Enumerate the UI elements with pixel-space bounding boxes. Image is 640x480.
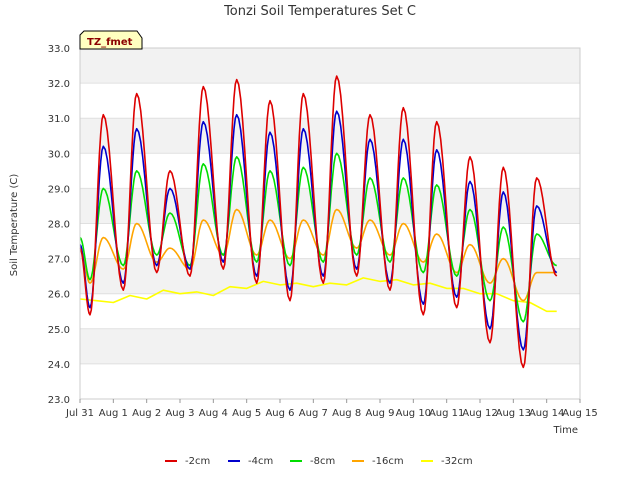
- x-tick-label: Aug 9: [365, 408, 394, 419]
- x-tick-label: Aug 8: [332, 408, 361, 419]
- y-tick-label: 24.0: [48, 360, 70, 371]
- y-tick-label: 28.0: [48, 220, 70, 231]
- x-tick-label: Aug 15: [562, 408, 597, 419]
- grid-band: [80, 48, 580, 84]
- y-tick-label: 29.0: [48, 184, 70, 195]
- y-tick-label: 33.0: [48, 44, 70, 55]
- x-tick-label: Aug 4: [199, 408, 228, 419]
- x-tick-label: Aug 7: [299, 408, 328, 419]
- legend-label: -32cm: [441, 456, 473, 467]
- x-tick-label: Aug 1: [99, 408, 128, 419]
- legend-item: -8cm: [290, 456, 335, 467]
- x-tick-label: Aug 3: [165, 408, 194, 419]
- y-axis-ticks: 23.0 24.0 25.0 26.0 27.0 28.0 29.0 30.0 31.0 32.0…: [48, 44, 70, 406]
- x-tick-label: Aug 5: [232, 408, 261, 419]
- legend-item: -16cm: [352, 456, 404, 467]
- y-tick-label: 27.0: [48, 255, 70, 266]
- x-axis-label: Time: [553, 425, 578, 436]
- y-tick-label: 25.0: [48, 325, 70, 336]
- chart-title: Tonzi Soil Temperatures Set C: [223, 4, 416, 19]
- legend-item: -2cm: [165, 456, 210, 467]
- y-tick-label: 23.0: [48, 395, 70, 406]
- y-axis-label: Soil Temperature (C): [9, 174, 20, 277]
- x-tick-label: Aug 12: [462, 408, 497, 419]
- y-tick-label: 31.0: [48, 114, 70, 125]
- x-tick-label: Jul 31: [65, 408, 94, 419]
- badge-label: TZ_fmet: [87, 37, 133, 48]
- x-tick-label: Aug 13: [496, 408, 531, 419]
- y-tick-label: 26.0: [48, 290, 70, 301]
- legend: -2cm -4cm -8cm -16cm -32cm: [165, 456, 473, 467]
- y-tick-label: 30.0: [48, 149, 70, 160]
- x-tick-label: Aug 10: [396, 408, 431, 419]
- series-line-2cmcm: [79, 75, 558, 369]
- series-layer: [79, 75, 558, 369]
- plot-frame: [79, 47, 581, 400]
- series-line-8cmcm: [79, 152, 557, 323]
- y-tick-label: 32.0: [48, 79, 70, 90]
- x-tick-label: Aug 2: [132, 408, 161, 419]
- grid-band: [80, 328, 580, 364]
- x-tick-label: Aug 6: [265, 408, 294, 419]
- legend-label: -8cm: [310, 456, 335, 467]
- legend-item: -4cm: [228, 456, 273, 467]
- badge-box: [79, 30, 143, 50]
- tz-fmet-badge: TZ_fmet: [79, 30, 143, 50]
- legend-label: -4cm: [248, 456, 273, 467]
- legend-label: -16cm: [372, 456, 404, 467]
- x-axis-ticks: Jul 31 Aug 1 Aug 2 Aug 3 Aug 4 Aug 5 Aug 6 Aug …: [65, 399, 598, 419]
- grid-band: [80, 118, 580, 154]
- x-tick-label: Aug 11: [429, 408, 464, 419]
- x-tick-label: Aug 14: [529, 408, 564, 419]
- legend-label: -2cm: [185, 456, 210, 467]
- legend-item: -32cm: [421, 456, 473, 467]
